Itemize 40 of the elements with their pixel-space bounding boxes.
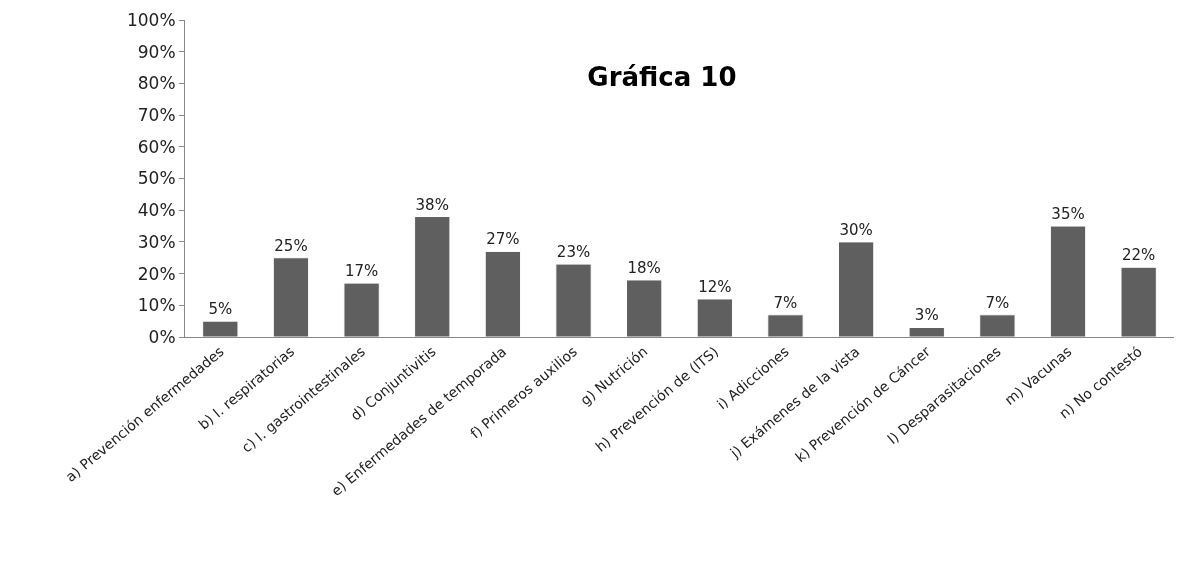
y-tick-label: 60% (137, 136, 176, 157)
data-label: 7% (773, 293, 798, 312)
bar (908, 326, 945, 337)
data-label: 35% (1051, 205, 1085, 224)
data-label: 23% (556, 243, 591, 262)
data-label: 27% (486, 230, 520, 249)
bar (202, 320, 239, 337)
data-label: 38% (415, 195, 449, 214)
bar (767, 314, 804, 337)
y-tick-label: 70% (137, 105, 176, 126)
data-label: 12% (698, 277, 732, 296)
y-tick-label: 30% (137, 231, 176, 252)
y-tick-label: 0% (148, 326, 176, 347)
bar (626, 279, 663, 337)
y-tick-label: 90% (137, 41, 176, 62)
y-tick-label: 10% (137, 295, 176, 316)
bar (555, 263, 592, 337)
text: Gráfica 10 (587, 62, 737, 93)
bar (837, 241, 875, 337)
data-label: 7% (985, 293, 1010, 312)
bar (414, 216, 451, 337)
bar (343, 282, 380, 337)
bar (979, 314, 1016, 337)
data-label: 5% (208, 300, 233, 319)
y-tick-label: 100% (126, 9, 176, 30)
bar (696, 298, 733, 337)
data-label: 22% (1122, 246, 1156, 265)
bar (272, 257, 310, 337)
bar (1120, 266, 1157, 337)
y-tick-label: 50% (137, 168, 176, 189)
y-tick-label: 20% (137, 263, 176, 284)
bar (484, 250, 522, 337)
data-label: 3% (914, 306, 939, 325)
y-tick-label: 80% (137, 73, 176, 94)
data-label: 25% (274, 236, 308, 255)
data-label: 30% (839, 220, 873, 239)
data-label: 18% (627, 258, 661, 277)
data-label: 17% (344, 262, 379, 281)
y-tick-label: 40% (137, 200, 176, 221)
bar (1049, 225, 1087, 337)
